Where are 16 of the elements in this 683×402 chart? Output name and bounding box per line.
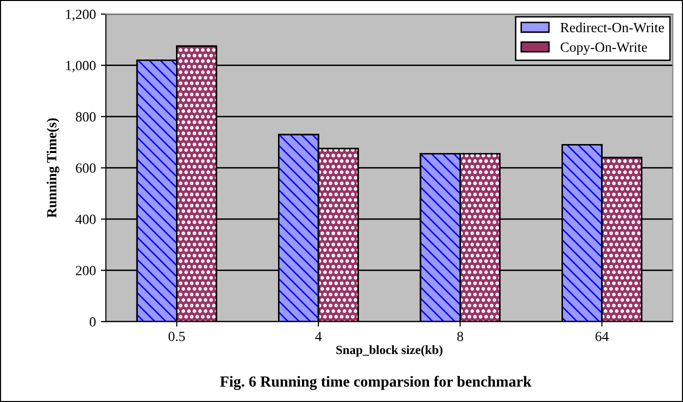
y-tick-label: 200 <box>76 266 96 276</box>
x-tick-label: 0.5 <box>168 332 185 342</box>
x-tick-label: 8 <box>457 332 464 342</box>
y-tick-label: 1,200 <box>66 10 96 22</box>
y-tick-label: 1,000 <box>66 60 96 72</box>
x-axis-title: Snap_block size(kb) <box>336 345 442 357</box>
y-tick-label: 800 <box>76 112 96 122</box>
y-tick-label: 600 <box>76 163 96 173</box>
legend-label: Redirect-On-Write <box>560 22 664 32</box>
y-tick-label: 0 <box>90 317 96 327</box>
caption: Fig. 6 Running time comparsion for benchmark <box>220 376 532 390</box>
legend-label: Copy-On-Write <box>560 42 647 55</box>
y-tick-label: 400 <box>76 214 96 224</box>
y-axis-title: Running Time(s) <box>46 118 60 218</box>
x-tick-label: 4 <box>315 332 322 341</box>
x-tick-label: 64 <box>596 332 609 342</box>
